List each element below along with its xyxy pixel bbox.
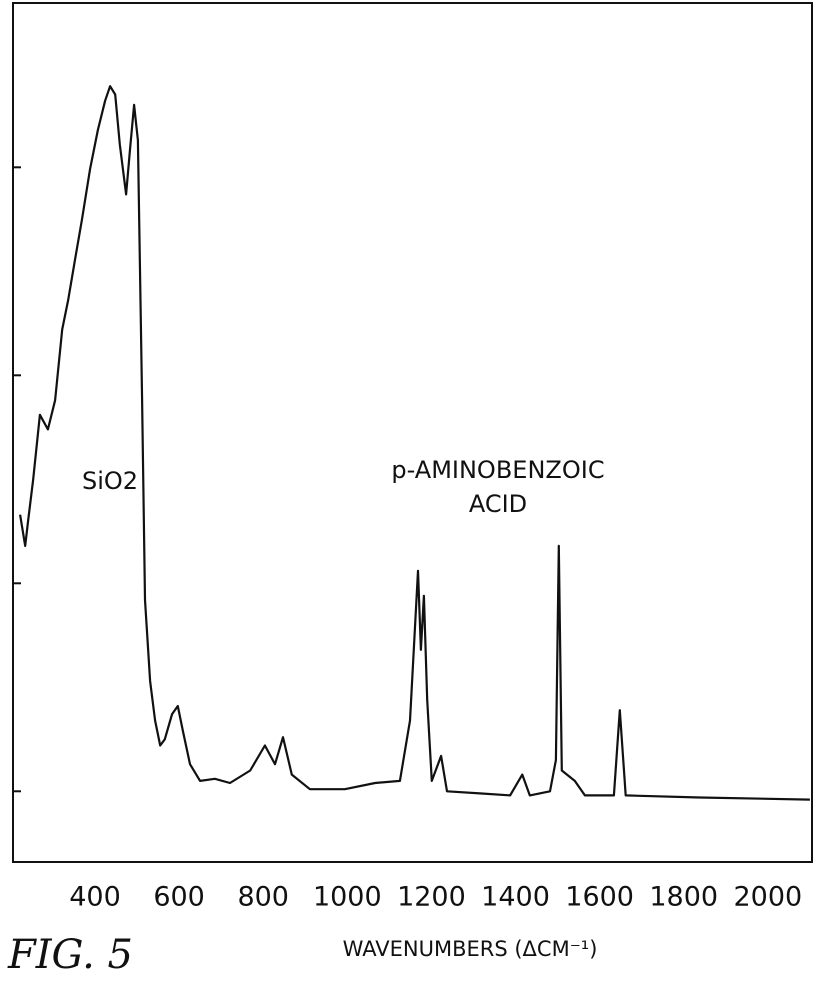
x-tick-label: 400 bbox=[69, 882, 121, 913]
x-axis-label: WAVENUMBERS (ΔCM⁻¹) bbox=[343, 937, 598, 961]
x-tick-label: 1600 bbox=[565, 882, 634, 913]
x-tick-label: 600 bbox=[153, 882, 205, 913]
annotation: SiO2 bbox=[82, 467, 138, 495]
plot-frame bbox=[12, 2, 813, 863]
x-tick-label: 1800 bbox=[649, 882, 718, 913]
figure-caption: FIG. 5 bbox=[7, 932, 133, 978]
x-tick-label: 800 bbox=[237, 882, 289, 913]
x-tick-label: 2000 bbox=[733, 882, 802, 913]
annotation: p-AMINOBENZOIC bbox=[391, 456, 604, 484]
annotation: ACID bbox=[469, 490, 527, 518]
x-tick-label: 1000 bbox=[313, 882, 382, 913]
spectrum-line bbox=[19, 85, 810, 801]
x-tick-label: 1400 bbox=[481, 882, 550, 913]
x-tick-label: 1200 bbox=[397, 882, 466, 913]
